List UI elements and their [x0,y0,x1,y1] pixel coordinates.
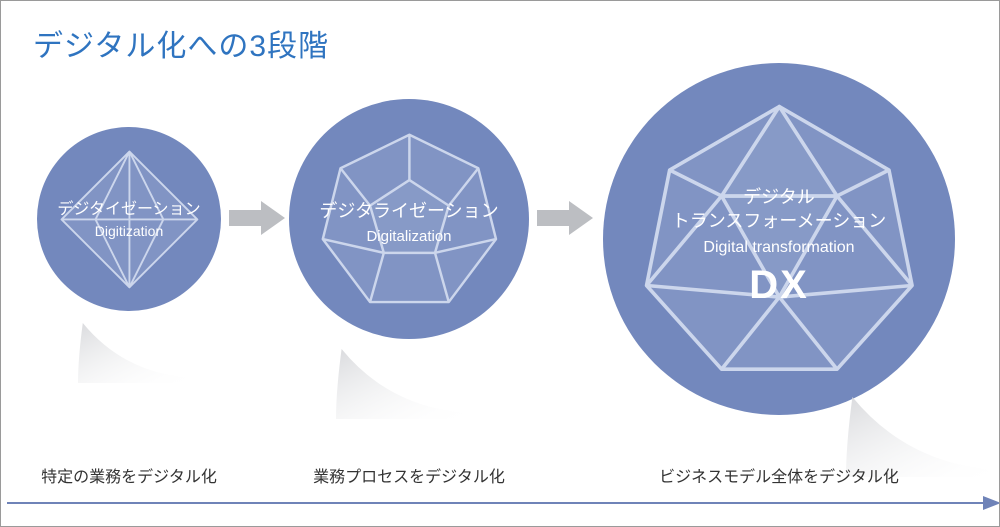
diagram-title: デジタル化への3段階 [33,21,329,65]
stage-caption: ビジネスモデル全体をデジタル化 [629,463,929,487]
stage-circle [37,127,221,311]
stage-caption: 特定の業務をデジタル化 [0,463,279,487]
arrow-icon [537,201,593,235]
stage-shadow [311,349,501,419]
diagram-frame: デジタル化への3段階 デジタイゼーション Digitization デジタライゼ… [0,0,1000,527]
stage-dx: デジタル トランスフォーメーション Digital transformation… [603,63,955,415]
stage-digitalization: デジタライゼーション Digitalization [289,99,529,339]
stage-digitization: デジタイゼーション Digitization [37,127,221,311]
timeline-axis [7,494,1000,512]
stage-shadow [63,323,213,383]
stage-circle [289,99,529,339]
arrow-icon [229,201,285,235]
stage-circle [603,63,955,415]
stage-caption: 業務プロセスをデジタル化 [259,463,559,487]
